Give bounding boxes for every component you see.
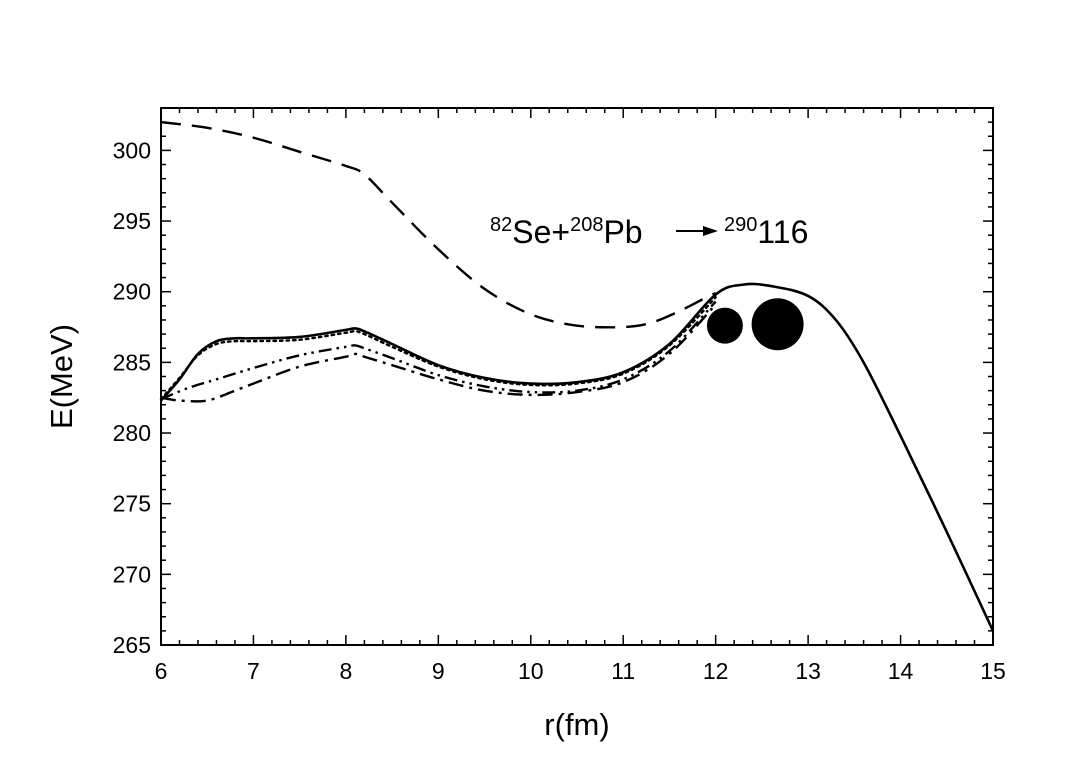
reaction-annotation: 82Se+208Pb 290116 — [490, 214, 808, 250]
x-tick-label: 12 — [703, 658, 729, 684]
ticklabel-layer: 6 7 8 9 10 11 12 13 14 15 265 270 275 280 285 290 295 300 — [113, 137, 1006, 684]
x-tick-label: 8 — [339, 658, 352, 684]
x-tick-label: 9 — [432, 658, 445, 684]
series-line-dotted — [159, 296, 717, 401]
projectile-mass: 82 — [490, 214, 512, 236]
series-line-solid — [160, 282, 995, 632]
x-tick-label: 6 — [155, 658, 168, 684]
y-tick-label: 270 — [113, 561, 151, 587]
x-axis-title: r(fm) — [544, 707, 609, 742]
x-tick-label: 7 — [247, 658, 260, 684]
series-line-dashed — [160, 120, 717, 329]
y-axis-title: E(MeV) — [44, 324, 79, 429]
tick-layer — [160, 107, 994, 646]
product-text: 290116 — [724, 214, 808, 250]
projectile-symbol: Se+ — [512, 214, 570, 250]
x-tick-label: 15 — [980, 658, 1006, 684]
series-line-dash-dot — [160, 303, 717, 403]
target-symbol: Pb — [603, 214, 642, 250]
y-tick-label: 280 — [113, 420, 151, 446]
x-tick-label: 13 — [795, 658, 821, 684]
series-line-dash-dot-dot — [160, 300, 717, 401]
x-tick-label: 11 — [611, 658, 635, 684]
product-symbol: 116 — [757, 214, 808, 250]
product-mass: 290 — [724, 214, 757, 236]
x-tick-label: 10 — [518, 658, 544, 684]
y-tick-label: 275 — [113, 491, 151, 517]
target-mass: 208 — [570, 214, 603, 236]
y-tick-label: 285 — [113, 349, 151, 375]
reaction-arrow-head — [703, 226, 718, 236]
y-tick-label: 290 — [113, 279, 151, 305]
y-tick-label: 300 — [113, 137, 151, 163]
marker-layer — [706, 298, 804, 351]
plot-frame — [160, 107, 994, 646]
y-tick-label: 295 — [113, 208, 151, 234]
reaction-text: 82Se+208Pb — [490, 214, 643, 250]
nucleus-marker-large — [751, 298, 804, 351]
nucleus-marker-small — [706, 307, 743, 344]
series-layer — [159, 120, 995, 632]
x-tick-label: 14 — [888, 658, 914, 684]
y-tick-label: 265 — [113, 632, 151, 658]
